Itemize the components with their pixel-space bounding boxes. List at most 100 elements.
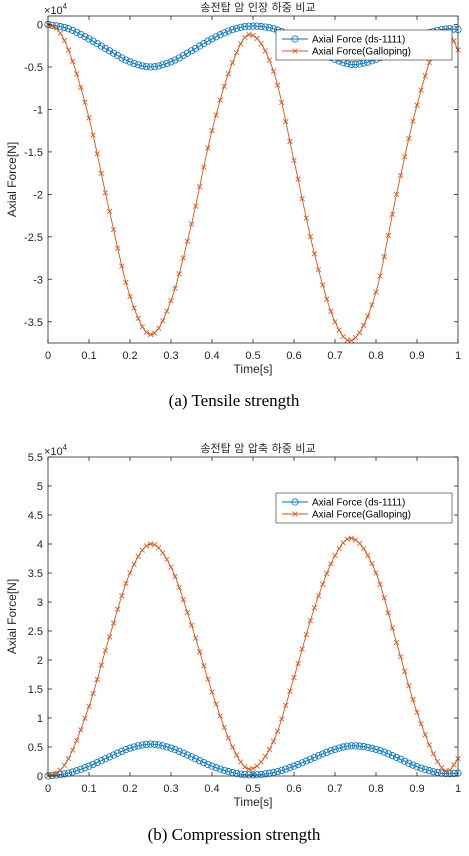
data-point (393, 191, 400, 198)
data-point (406, 683, 412, 689)
data-point (220, 766, 228, 774)
data-point (176, 584, 182, 591)
data-point (314, 752, 323, 760)
y-tick-label: -2.5 (24, 232, 43, 244)
data-point (205, 676, 211, 682)
data-point (106, 208, 113, 215)
data-point (347, 742, 355, 750)
data-point (168, 297, 174, 304)
data-point (287, 688, 293, 694)
data-point (430, 751, 437, 757)
data-point (421, 765, 429, 774)
y-multiplier-exp: 4 (63, 443, 68, 452)
data-point (402, 154, 408, 160)
data-point (204, 37, 212, 45)
data-point (94, 676, 100, 683)
y-tick-label: -3.5 (24, 317, 43, 329)
data-point (184, 238, 191, 244)
data-point (135, 315, 141, 322)
data-point (159, 742, 167, 750)
y-tick-label: -2 (33, 189, 43, 201)
data-point (310, 753, 319, 762)
chart-1: 0 0.1 0.2 0.3 0.4 0.5 0.6 0.7 0.8 0.9 1 0 -0.5 -1 -1.5… (5, 0, 462, 410)
data-point (237, 23, 245, 31)
data-point (307, 618, 314, 624)
data-point (130, 743, 138, 751)
data-point (365, 552, 371, 559)
data-point (356, 329, 363, 336)
data-point (74, 737, 80, 744)
data-point (414, 102, 420, 108)
data-point (146, 63, 155, 71)
data-point (115, 245, 121, 251)
data-point (105, 47, 114, 55)
data-point (69, 58, 76, 64)
data-point (274, 728, 281, 734)
x-tick-label: 0.8 (368, 350, 383, 362)
data-point (377, 273, 383, 279)
data-point (200, 759, 208, 767)
data-point (183, 751, 191, 759)
legend-item-ds-1111: Axial Force (ds-1111) (282, 498, 405, 509)
data-point (192, 44, 200, 53)
data-point (122, 745, 130, 754)
data-point (65, 47, 72, 53)
data-point (274, 82, 281, 88)
data-point (93, 758, 101, 767)
data-point (287, 138, 293, 145)
data-point (69, 26, 77, 34)
data-point (286, 764, 294, 772)
data-point (127, 293, 133, 299)
data-point (143, 543, 150, 549)
data-point (426, 742, 432, 748)
data-point (311, 251, 318, 257)
data-point (164, 308, 170, 314)
data-point (373, 570, 379, 576)
data-point (101, 755, 110, 763)
data-point (228, 25, 237, 34)
data-point (253, 22, 261, 30)
data-point (196, 42, 204, 50)
data-point (126, 744, 134, 752)
data-point (224, 767, 232, 776)
data-point (336, 327, 342, 333)
data-point (355, 60, 364, 68)
data-point (164, 556, 170, 563)
data-point (262, 48, 268, 54)
y-multiplier-base: ×10 (44, 5, 63, 17)
y-tick-label: 4.5 (28, 510, 43, 522)
data-point (204, 760, 212, 769)
legend-marker (292, 48, 298, 54)
data-point (266, 746, 273, 753)
data-point (426, 59, 432, 66)
data-point (163, 59, 171, 68)
x-tick-label: 0.6 (286, 783, 301, 795)
data-point (245, 22, 253, 30)
data-point (160, 317, 166, 324)
data-point (86, 703, 92, 710)
data-point (238, 759, 244, 765)
data-point (180, 597, 186, 603)
data-point (377, 581, 383, 588)
data-point (93, 40, 101, 48)
data-point (188, 622, 195, 628)
data-point (328, 561, 334, 567)
data-point (77, 30, 85, 39)
data-point (331, 745, 339, 753)
data-point (258, 40, 264, 47)
data-point (156, 325, 162, 331)
y-axis-label: Axial Force[N] (5, 142, 19, 217)
data-point (385, 610, 391, 616)
x-tick-label: 0.1 (81, 350, 96, 362)
data-point (155, 741, 163, 749)
data-point (225, 735, 232, 741)
data-point (369, 560, 375, 567)
data-point (224, 27, 232, 35)
data-point (105, 753, 114, 761)
data-point (319, 750, 327, 758)
data-point (254, 763, 260, 769)
data-point (413, 763, 421, 771)
x-tick-label: 0.5 (245, 783, 260, 795)
legend-label: Axial Force(Galloping) (312, 47, 411, 58)
